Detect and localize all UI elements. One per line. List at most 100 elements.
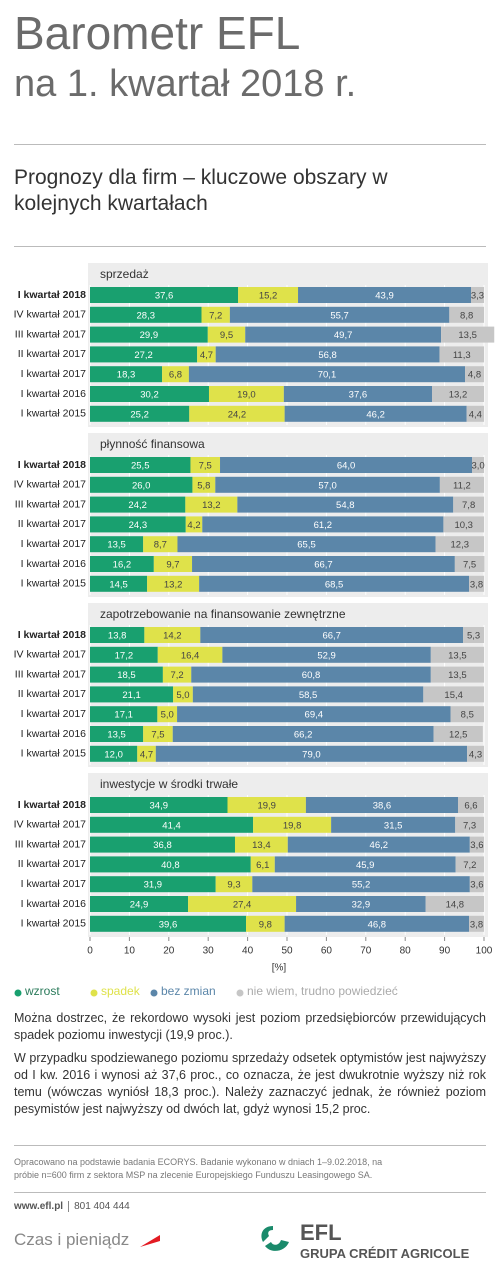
- bar-segment: [90, 346, 198, 363]
- bar-segment: [439, 346, 484, 363]
- legend-marker: [90, 989, 98, 997]
- value-label: 15,4: [444, 690, 463, 701]
- category-label: I kwartał 2015: [21, 408, 87, 420]
- bar-segment: [305, 797, 458, 813]
- value-label: 18,5: [117, 670, 136, 681]
- contact: www.efl.pl 801 404 444: [14, 1201, 130, 1212]
- bar-segment: [431, 386, 484, 402]
- value-label: 6,1: [256, 860, 269, 871]
- value-label: 19,8: [283, 820, 302, 831]
- category-label: III kwartał 2017: [15, 838, 86, 850]
- divider: [14, 1192, 486, 1193]
- value-label: 7,2: [463, 860, 476, 871]
- value-label: 79,0: [302, 749, 321, 760]
- value-label: 54,8: [336, 500, 355, 511]
- logo-icon: [261, 1226, 289, 1251]
- bar-segment: [469, 876, 484, 893]
- category-label: II kwartał 2017: [18, 348, 86, 360]
- value-label: 68,5: [325, 579, 344, 590]
- bar-segment: [147, 575, 200, 592]
- category-label: III kwartał 2017: [15, 668, 86, 680]
- bar-segment: [252, 876, 470, 893]
- legend-label: bez zmian: [161, 984, 216, 998]
- value-label: 14,2: [163, 631, 182, 642]
- panel-title: inwestycje w środki trwałe: [100, 777, 238, 791]
- value-label: 4,7: [140, 749, 153, 760]
- value-label: 13,2: [202, 500, 221, 511]
- bar-segment: [143, 536, 178, 553]
- x-tick-label: 80: [400, 946, 412, 957]
- legend-label: nie wiem, trudno powiedzieć: [247, 984, 398, 998]
- value-label: 12,0: [104, 749, 123, 760]
- category-label: I kwartał 2016: [21, 898, 87, 910]
- panel-title: zapotrzebowanie na finansowanie zewnętrz…: [100, 607, 346, 621]
- bar-segment: [90, 666, 163, 683]
- bar-segment: [90, 876, 216, 893]
- value-label: 55,7: [330, 310, 349, 321]
- bar-segment: [469, 836, 484, 853]
- value-label: 19,0: [237, 390, 256, 401]
- bar-segment: [469, 915, 484, 932]
- value-label: 13,5: [107, 730, 126, 741]
- value-label: 13,2: [164, 579, 183, 590]
- bar-segment: [253, 816, 332, 833]
- value-label: 9,3: [227, 880, 240, 891]
- x-tick-label: 50: [281, 946, 293, 957]
- bar-segment: [144, 627, 201, 643]
- category-label: IV kwartał 2017: [14, 819, 87, 831]
- value-label: 30,2: [140, 390, 159, 401]
- bar-segment: [450, 706, 484, 723]
- value-label: 37,6: [349, 390, 368, 401]
- bar-segment: [454, 556, 485, 572]
- value-label: 12,3: [451, 540, 470, 551]
- value-label: 13,5: [458, 330, 477, 341]
- bar-segment: [443, 516, 484, 533]
- bar-segment: [90, 686, 174, 703]
- category-label: I kwartał 2017: [21, 368, 87, 380]
- category-label: IV kwartał 2017: [14, 309, 87, 321]
- value-label: 28,3: [137, 310, 156, 321]
- bar-segment: [201, 306, 230, 323]
- bar-segment: [90, 366, 163, 383]
- category-label: I kwartał 2018: [18, 289, 86, 301]
- bar-segment: [90, 386, 209, 402]
- bar-segment: [90, 896, 189, 912]
- value-label: 18,3: [117, 370, 136, 381]
- value-label: 65,5: [297, 540, 316, 551]
- value-label: 56,8: [318, 350, 337, 361]
- value-label: 5,0: [161, 710, 174, 721]
- value-label: 49,7: [334, 330, 353, 341]
- value-label: 19,9: [257, 801, 276, 812]
- category-label: IV kwartał 2017: [14, 479, 87, 491]
- bar-segment: [143, 726, 173, 742]
- bar-segment: [470, 287, 484, 303]
- value-label: 13,8: [108, 631, 127, 642]
- bar-segment: [155, 745, 468, 762]
- bar-segment: [430, 646, 484, 663]
- value-label: 10,3: [454, 520, 473, 531]
- value-label: 3,6: [470, 880, 483, 891]
- value-label: 69,4: [305, 710, 324, 721]
- value-label: 13,5: [448, 650, 467, 661]
- value-label: 36,8: [153, 840, 172, 851]
- value-label: 24,3: [129, 520, 148, 531]
- category-label: II kwartał 2017: [18, 518, 86, 530]
- bar-segment: [274, 856, 456, 873]
- bar-segment: [90, 745, 138, 762]
- bar-segment: [90, 306, 202, 323]
- category-label: I kwartał 2018: [18, 459, 86, 471]
- bar-segment: [283, 386, 432, 402]
- bar-segment: [188, 896, 297, 912]
- value-label: 5,8: [197, 480, 210, 491]
- title: Barometr EFL: [14, 7, 301, 59]
- divider: [14, 246, 486, 247]
- bar-segment: [90, 915, 247, 932]
- divider: [14, 1145, 486, 1146]
- value-label: 8,5: [461, 710, 474, 721]
- category-label: I kwartał 2017: [21, 708, 87, 720]
- bar-segment: [237, 496, 454, 513]
- bar-segment: [430, 666, 484, 683]
- bar-segment: [185, 496, 238, 513]
- category-label: I kwartał 2015: [21, 578, 87, 590]
